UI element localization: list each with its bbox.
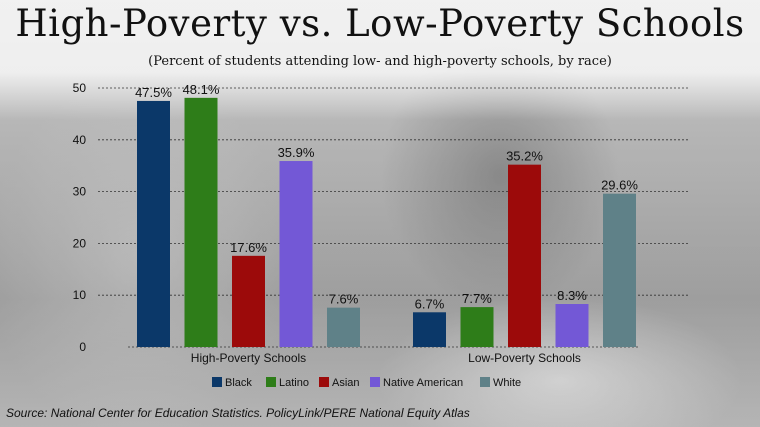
legend-label-black: Black xyxy=(225,377,252,389)
bar-high-poverty-schools-white xyxy=(327,307,360,347)
legend: Black Latino Asian Native American White xyxy=(212,377,521,389)
x-category-label-high-poverty-schools: High-Poverty Schools xyxy=(191,351,306,365)
bar-low-poverty-schools-native-american xyxy=(555,304,589,347)
data-label-low-poverty-schools-asian: 35.2% xyxy=(506,149,543,164)
y-tick-label-0: 0 xyxy=(79,340,86,354)
data-label-low-poverty-schools-white: 29.6% xyxy=(601,178,638,193)
bar-low-poverty-schools-asian xyxy=(508,164,541,347)
legend-label-white: White xyxy=(493,377,521,389)
chart-subtitle: (Percent of students attending low- and … xyxy=(148,54,612,69)
y-tick-label-50: 50 xyxy=(73,81,87,95)
legend-label-latino: Latino xyxy=(279,377,309,389)
data-labels: 47.5% 48.1% 17.6% 35.9% 7.6% 6.7% 7.7% 35.2% 8.3… xyxy=(135,82,638,311)
data-label-low-poverty-schools-black: 6.7% xyxy=(415,296,445,311)
legend-swatch-black xyxy=(212,377,222,387)
y-tick-label-30: 30 xyxy=(73,185,87,199)
bar-high-poverty-schools-latino xyxy=(184,97,218,347)
data-label-low-poverty-schools-native-american: 8.3% xyxy=(557,288,587,303)
y-tick-label-10: 10 xyxy=(73,288,87,302)
bar-high-poverty-schools-black xyxy=(137,100,170,347)
x-axis: High-Poverty Schools Low-Poverty Schools xyxy=(191,351,581,365)
data-label-high-poverty-schools-native-american: 35.9% xyxy=(278,145,315,160)
bar-high-poverty-schools-asian xyxy=(232,255,265,347)
data-label-high-poverty-schools-white: 7.6% xyxy=(329,292,359,307)
bar-high-poverty-schools-native-american xyxy=(279,161,313,347)
legend-swatch-asian xyxy=(319,377,329,387)
gridlines xyxy=(98,87,690,296)
bars xyxy=(137,97,636,347)
legend-swatch-native-american xyxy=(370,377,380,387)
data-label-high-poverty-schools-asian: 17.6% xyxy=(230,240,267,255)
legend-swatch-white xyxy=(480,377,490,387)
data-label-high-poverty-schools-black: 47.5% xyxy=(135,85,172,100)
x-category-label-low-poverty-schools: Low-Poverty Schools xyxy=(468,351,581,365)
legend-swatch-latino xyxy=(266,377,276,387)
y-tick-label-40: 40 xyxy=(73,133,87,147)
bar-low-poverty-schools-black xyxy=(413,312,446,347)
bar-low-poverty-schools-white xyxy=(603,193,636,347)
legend-label-native-american: Native American xyxy=(383,377,463,389)
bar-low-poverty-schools-latino xyxy=(460,307,494,347)
source-note: Source: National Center for Education St… xyxy=(6,406,470,420)
chart-title: High-Poverty vs. Low-Poverty Schools xyxy=(15,2,745,45)
legend-label-asian: Asian xyxy=(332,377,360,389)
data-label-low-poverty-schools-latino: 7.7% xyxy=(462,291,492,306)
data-label-high-poverty-schools-latino: 48.1% xyxy=(183,82,220,97)
y-tick-label-20: 20 xyxy=(73,236,87,250)
